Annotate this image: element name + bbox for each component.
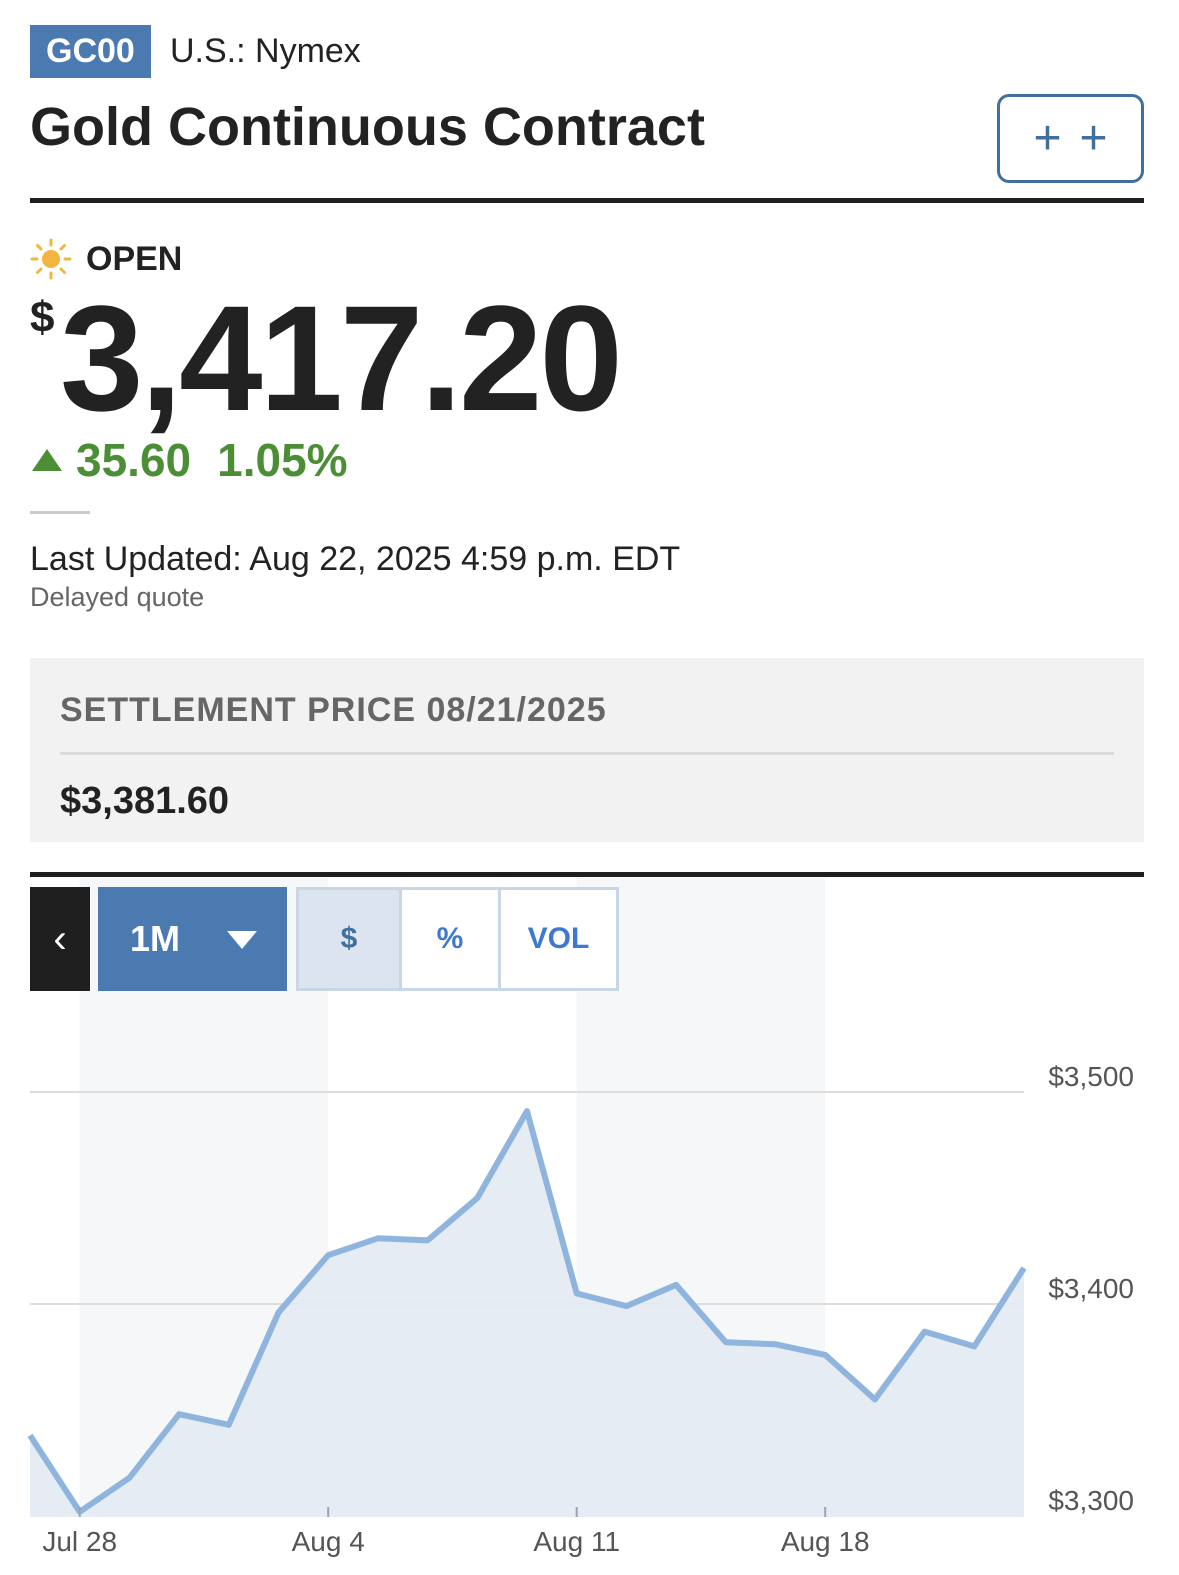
y-tick-label: $3,400 — [1048, 1273, 1134, 1304]
mode-percent-button[interactable]: % — [399, 890, 498, 988]
sun-icon — [30, 238, 72, 280]
mode-dollar-button[interactable]: $ — [299, 890, 399, 988]
last-updated: Last Updated: Aug 22, 2025 4:59 p.m. EDT — [30, 540, 681, 578]
exchange-label: U.S.: Nymex — [170, 32, 361, 70]
currency-symbol: $ — [30, 293, 55, 342]
mode-volume-button[interactable]: VOL — [498, 890, 616, 988]
change-percent: 1.05% — [217, 434, 348, 486]
price-change: 35.60 1.05% — [30, 432, 348, 488]
settlement-label: SETTLEMENT PRICE 08/21/2025 — [60, 691, 607, 729]
settlement-value: $3,381.60 — [60, 780, 230, 822]
price-line — [27, 1108, 1027, 1515]
x-tick-label: Aug 11 — [533, 1526, 620, 1557]
add-to-watchlist-button[interactable]: + + — [997, 94, 1144, 183]
x-tick-label: Jul 28 — [42, 1526, 117, 1557]
price-area — [30, 1111, 1024, 1517]
market-status: OPEN — [30, 236, 182, 282]
settlement-divider — [60, 752, 1114, 755]
caret-down-icon — [227, 931, 257, 949]
x-tick-label: Aug 4 — [292, 1526, 365, 1557]
ticker-badge: GC00 — [30, 25, 151, 78]
divider — [30, 511, 90, 514]
y-tick-label: $3,300 — [1048, 1485, 1134, 1516]
last-price: 3,417.20 — [60, 274, 623, 442]
status-text: OPEN — [86, 239, 183, 278]
range-select[interactable]: 1M — [98, 887, 287, 991]
x-tick-label: Aug 18 — [781, 1526, 870, 1557]
chevron-left-icon[interactable]: ‹ — [30, 887, 90, 991]
page-title: Gold Continuous Contract — [30, 97, 705, 157]
chart-mode-group: $ % VOL — [296, 887, 619, 991]
chart-divider — [30, 872, 1144, 877]
title-divider — [30, 198, 1144, 203]
delayed-quote-note: Delayed quote — [30, 582, 205, 612]
up-triangle-icon — [32, 449, 62, 471]
range-label: 1M — [130, 918, 181, 959]
change-value: 35.60 — [76, 434, 192, 486]
settlement-panel: SETTLEMENT PRICE 08/21/2025 $3,381.60 — [30, 658, 1144, 842]
plus-plus-icon-second: + — [1079, 111, 1108, 165]
plus-plus-icon: + — [1033, 111, 1062, 165]
y-tick-label: $3,500 — [1048, 1061, 1134, 1092]
